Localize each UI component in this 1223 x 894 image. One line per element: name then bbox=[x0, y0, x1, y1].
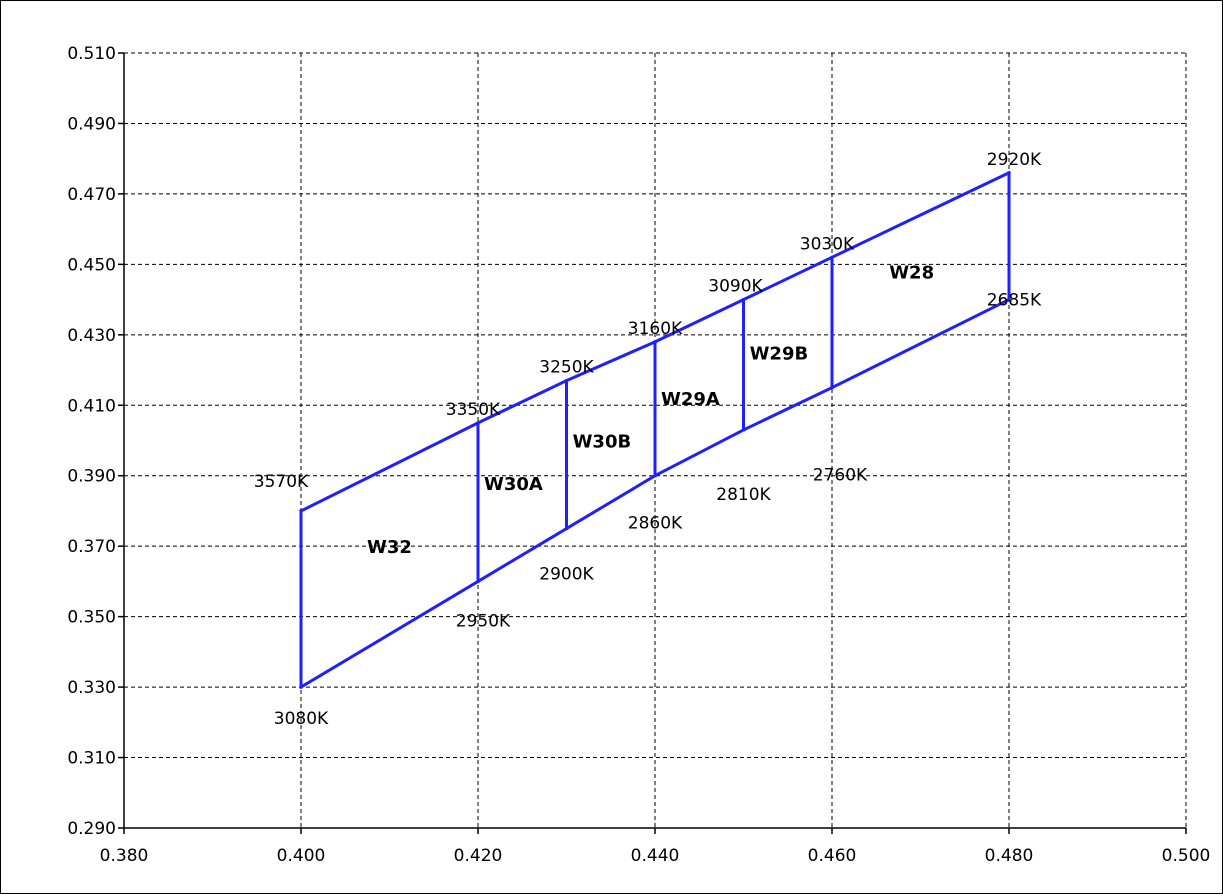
y-tick-label: 0.410 bbox=[67, 396, 116, 416]
cct-label-bottom: 2900K bbox=[539, 565, 594, 585]
cct-label-bottom: 3080K bbox=[274, 709, 329, 729]
cct-label-top: 3570K bbox=[254, 472, 309, 492]
x-tick-label: 0.480 bbox=[985, 846, 1034, 866]
cct-label-bottom: 2685K bbox=[987, 291, 1042, 311]
y-tick-label: 0.350 bbox=[67, 608, 116, 628]
y-tick-label: 0.450 bbox=[67, 255, 116, 275]
y-tick-label: 0.390 bbox=[67, 467, 116, 487]
bin-outlines bbox=[298, 170, 1012, 690]
y-tick-label: 0.510 bbox=[67, 44, 116, 64]
y-tick-label: 0.370 bbox=[67, 537, 116, 557]
bin-label: W30B bbox=[573, 432, 632, 453]
cct-label-top: 2920K bbox=[987, 150, 1042, 170]
cct-labels: 3570K 3080K 3350K 2950K 3250K 2900K 3160K 2860K… bbox=[254, 150, 1042, 729]
cct-label-bottom: 2860K bbox=[628, 514, 683, 534]
axes bbox=[118, 52, 1187, 834]
cct-label-top: 3350K bbox=[446, 400, 501, 420]
y-tick-label: 0.490 bbox=[67, 114, 116, 134]
y-tick-label: 0.430 bbox=[67, 326, 116, 346]
cct-label-bottom: 2760K bbox=[813, 466, 868, 486]
x-tick-label: 0.440 bbox=[631, 846, 680, 866]
y-tick-label: 0.310 bbox=[67, 749, 116, 769]
x-tick-label: 0.460 bbox=[808, 846, 857, 866]
bin-label: W28 bbox=[889, 262, 934, 283]
cct-label-top: 3250K bbox=[539, 358, 594, 378]
y-tick-label: 0.290 bbox=[67, 819, 116, 839]
x-tick-label: 0.420 bbox=[454, 846, 503, 866]
bin-labels: W32 W30A W30B W29A W29B W28 bbox=[367, 262, 934, 558]
bin-label: W32 bbox=[367, 537, 412, 558]
x-tick-label: 0.380 bbox=[100, 846, 149, 866]
cct-label-top: 3090K bbox=[708, 277, 763, 297]
tick-labels: 0.510 0.490 0.470 0.450 0.430 0.410 0.390 0.370… bbox=[67, 44, 1210, 866]
cct-label-top: 3160K bbox=[628, 319, 683, 339]
cct-label-bottom: 2810K bbox=[716, 485, 771, 505]
bin-label: W29A bbox=[661, 389, 720, 410]
x-tick-label: 0.400 bbox=[277, 846, 326, 866]
cct-label-top: 3030K bbox=[800, 234, 855, 254]
y-tick-label: 0.330 bbox=[67, 678, 116, 698]
y-tick-label: 0.470 bbox=[67, 185, 116, 205]
x-tick-label: 0.500 bbox=[1162, 846, 1211, 866]
bin-label: W30A bbox=[484, 474, 543, 495]
cct-label-bottom: 2950K bbox=[456, 611, 511, 631]
bin-label: W29B bbox=[750, 343, 809, 364]
